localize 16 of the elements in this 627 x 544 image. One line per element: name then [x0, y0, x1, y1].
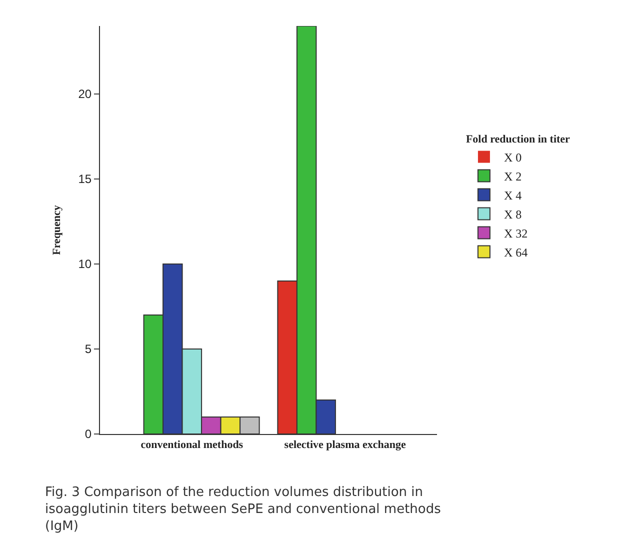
- y-tick-label: 10: [78, 257, 92, 272]
- y-tick-label: 5: [84, 342, 92, 356]
- y-axis-title: Frequency: [50, 204, 63, 255]
- legend-label: X 8: [504, 207, 522, 222]
- y-tick-label: 15: [78, 172, 92, 186]
- legend-label: X 32: [504, 226, 528, 240]
- legend-label: X 0: [504, 150, 522, 164]
- y-tick-label: 0: [84, 427, 92, 442]
- legend-label: X 2: [504, 169, 522, 184]
- legend-label: X 4: [504, 188, 522, 202]
- x-tick-label: selective plasma exchange: [284, 439, 406, 452]
- legend-title: Fold reduction in titer: [466, 133, 570, 146]
- y-tick-label: 20: [78, 87, 92, 102]
- legend-label: X 64: [504, 245, 528, 260]
- caption: Fig. 3 Comparison of the reduction volumes distribution in isoagglutinin titers between SePE and conventional methods (IgM): [45, 485, 442, 534]
- x-tick-label: conventional methods: [140, 439, 244, 452]
